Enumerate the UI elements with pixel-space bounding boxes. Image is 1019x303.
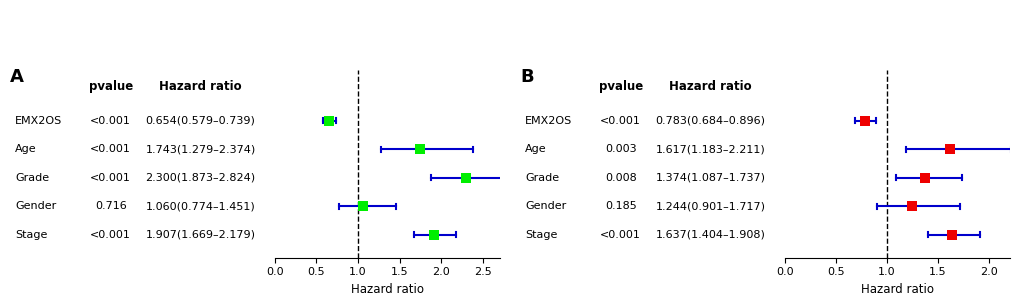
Text: Stage: Stage	[15, 230, 48, 240]
Text: 1.907(1.669–2.179): 1.907(1.669–2.179)	[146, 230, 256, 240]
X-axis label: Hazard ratio: Hazard ratio	[860, 283, 932, 296]
Text: 1.244(0.901–1.717): 1.244(0.901–1.717)	[655, 201, 765, 211]
Text: <0.001: <0.001	[599, 116, 641, 126]
Text: A: A	[10, 68, 24, 86]
Point	[943, 232, 959, 237]
Text: EMX2OS: EMX2OS	[15, 116, 62, 126]
Point	[903, 204, 919, 209]
Text: Grade: Grade	[525, 173, 558, 183]
Text: 0.003: 0.003	[604, 145, 636, 155]
Text: Age: Age	[15, 145, 37, 155]
Text: 1.060(0.774–1.451): 1.060(0.774–1.451)	[146, 201, 255, 211]
Text: Hazard ratio: Hazard ratio	[159, 80, 242, 93]
Text: Stage: Stage	[525, 230, 557, 240]
Text: <0.001: <0.001	[90, 145, 131, 155]
Text: 0.783(0.684–0.896): 0.783(0.684–0.896)	[655, 116, 765, 126]
Point	[425, 232, 441, 237]
Text: <0.001: <0.001	[599, 230, 641, 240]
Text: 1.743(1.279–2.374): 1.743(1.279–2.374)	[146, 145, 256, 155]
Text: pvalue: pvalue	[598, 80, 642, 93]
Text: EMX2OS: EMX2OS	[525, 116, 572, 126]
Text: Gender: Gender	[525, 201, 566, 211]
Point	[355, 204, 371, 209]
Point	[856, 118, 872, 123]
Point	[916, 175, 932, 180]
Text: Gender: Gender	[15, 201, 56, 211]
Text: <0.001: <0.001	[90, 173, 131, 183]
Text: 0.716: 0.716	[95, 201, 126, 211]
Text: 1.374(1.087–1.737): 1.374(1.087–1.737)	[655, 173, 765, 183]
Point	[941, 147, 957, 152]
X-axis label: Hazard ratio: Hazard ratio	[351, 283, 423, 296]
Text: pvalue: pvalue	[89, 80, 132, 93]
Text: 0.654(0.579–0.739): 0.654(0.579–0.739)	[146, 116, 255, 126]
Text: B: B	[520, 68, 533, 86]
Text: 2.300(1.873–2.824): 2.300(1.873–2.824)	[146, 173, 256, 183]
Text: 0.185: 0.185	[604, 201, 636, 211]
Text: 0.008: 0.008	[604, 173, 636, 183]
Text: Age: Age	[525, 145, 546, 155]
Text: 1.637(1.404–1.908): 1.637(1.404–1.908)	[655, 230, 764, 240]
Point	[321, 118, 337, 123]
Text: <0.001: <0.001	[90, 230, 131, 240]
Text: Hazard ratio: Hazard ratio	[668, 80, 751, 93]
Point	[458, 175, 474, 180]
Text: 1.617(1.183–2.211): 1.617(1.183–2.211)	[655, 145, 764, 155]
Text: <0.001: <0.001	[90, 116, 131, 126]
Point	[412, 147, 428, 152]
Text: Grade: Grade	[15, 173, 49, 183]
